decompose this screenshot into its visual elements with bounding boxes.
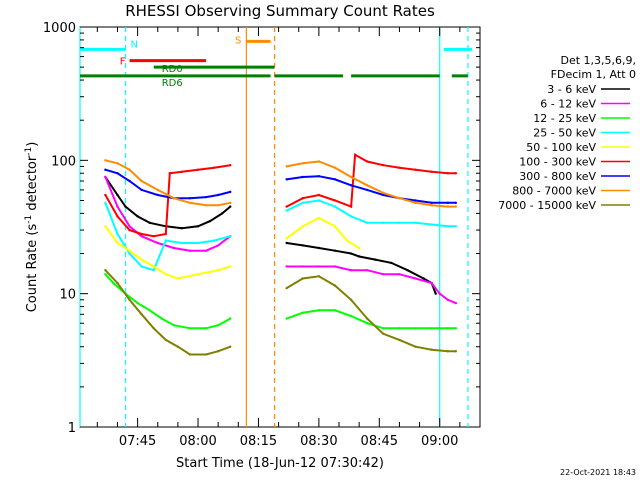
y-tick-label: 1 [68,421,76,436]
x-tick-label: 07:45 [119,434,156,449]
legend-label: 12 - 25 keV [533,112,596,125]
y-axis: 1 10 100 1000 [43,21,480,436]
legend-label: 100 - 300 keV [519,156,596,169]
series-line [104,164,231,238]
series-1 [104,175,458,305]
flag-label: RD6 [162,78,183,89]
vertical-markers [79,27,469,427]
series-line [286,216,360,249]
flag-label: N [131,39,138,50]
y-tick-label: 10 [59,288,76,303]
series-line [104,269,231,356]
flag-label: S [235,35,241,46]
y-axis-label-mid: detector [25,155,40,215]
series-line [104,273,231,330]
series-line [104,176,231,252]
y-tick-label: 100 [51,154,76,169]
series-line [105,159,231,207]
series-line [286,199,456,228]
legend-label: 6 - 12 keV [540,98,596,111]
series-line [286,160,456,208]
x-tick-label: 09:00 [421,434,458,449]
footer-date: 22-Oct-2021 18:43 [560,468,636,477]
legend-label: 3 - 6 keV [547,83,596,96]
plot-frame [79,26,481,428]
x-axis-label: Start Time (18-Jun-12 07:30:42) [176,456,384,471]
series-line [104,225,231,280]
legend-header-1: Det 1,3,5,6,9, [560,54,636,67]
series-line [286,175,456,204]
series-line [286,242,437,295]
series-3 [104,199,458,272]
flag-bars: N S F RD0 RD6 [80,35,472,89]
y-tick-label: 1000 [43,21,76,36]
y-axis-label-end: ) [25,142,40,147]
y-axis-label-main: Count Rate (s [25,224,40,313]
legend-label: 50 - 100 keV [526,141,596,154]
legend-label: 7000 - 15000 keV [498,199,596,212]
series-line [286,275,456,353]
series-line [104,202,231,272]
series-7 [104,159,458,208]
x-tick-label: 08:45 [361,434,398,449]
x-tick-label: 08:00 [179,434,216,449]
series-group [104,153,458,356]
x-axis: 07:45 08:00 08:15 08:30 08:45 09:00 [96,27,481,449]
series-line [105,168,231,200]
y-axis-label-exp2: -1 [24,147,34,156]
series-8 [104,268,458,356]
chart-title: RHESSI Observing Summary Count Rates [125,2,435,20]
flag-label: F [120,57,126,68]
series-line [286,153,456,209]
x-tick-label: 08:30 [300,434,337,449]
legend-header-2: FDecim 1, Att 0 [551,68,636,81]
legend-label: 800 - 7000 keV [512,185,596,198]
series-line [286,309,456,330]
series-2 [104,272,458,330]
y-axis-label-exp1: -1 [24,215,34,224]
flag-label: RD0 [162,64,183,75]
series-5 [104,153,458,238]
x-tick-label: 08:15 [240,434,277,449]
legend-label: 300 - 800 keV [519,170,596,183]
series-4 [104,216,361,280]
y-axis-label: Count Rate (s-1 detector-1) [24,142,40,313]
series-line [286,265,457,305]
legend-label: 25 - 50 keV [533,127,596,140]
